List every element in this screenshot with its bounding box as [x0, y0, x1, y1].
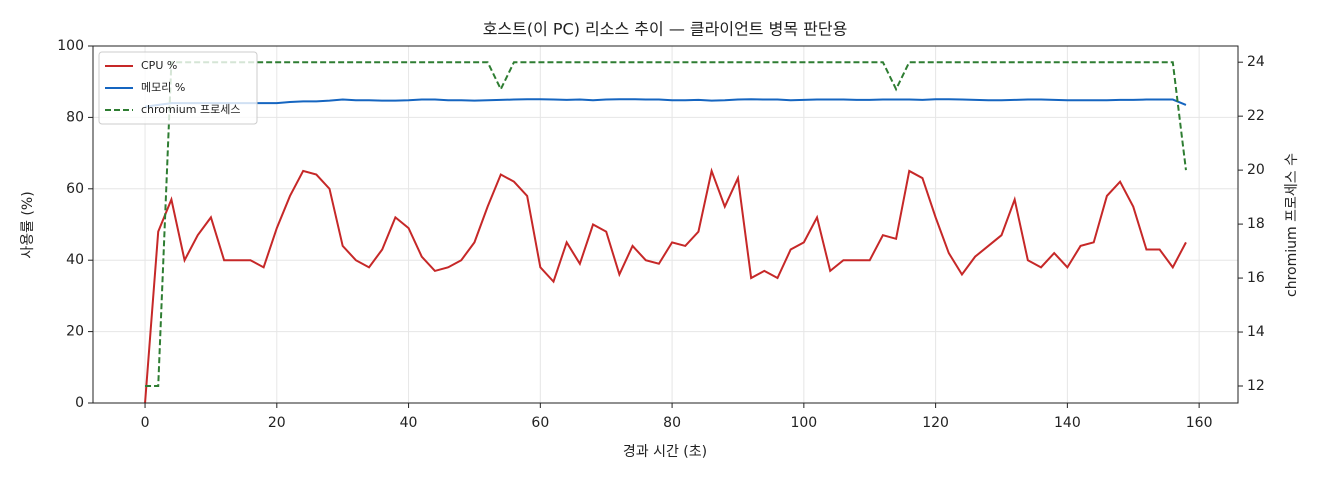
- y2-tick-label: 22: [1247, 108, 1265, 124]
- x-tick-label: 0: [141, 415, 150, 431]
- chart-title: 호스트(이 PC) 리소스 추이 — 클라이언트 병목 판단용: [483, 20, 848, 39]
- y2-tick-label: 14: [1247, 324, 1265, 340]
- legend-box: [98, 51, 258, 125]
- line-series: [144, 98, 1187, 108]
- y2-tick-label: 18: [1247, 216, 1265, 232]
- y-tick-label: 100: [57, 38, 84, 54]
- legend: CPU % 메모리 % chromium 프로세스: [98, 51, 258, 125]
- y2-axis-label: chromium 프로세스 수: [1284, 153, 1300, 297]
- line-series: [144, 167, 1187, 404]
- y-tick-label: 60: [66, 181, 84, 197]
- x-tick-label: 100: [790, 415, 817, 431]
- x-tick-label: 40: [400, 415, 418, 431]
- y-tick-label: 80: [66, 109, 84, 125]
- x-axis-label: 경과 시간 (초): [623, 444, 707, 460]
- y2-tick-label: 20: [1247, 162, 1265, 178]
- line-series: [145, 61, 1187, 387]
- x-tick-label: 60: [531, 415, 549, 431]
- plot-frame: [92, 45, 1239, 404]
- x-tick-label: 120: [922, 415, 949, 431]
- x-tick-label: 20: [268, 415, 286, 431]
- y2-tick-label: 24: [1247, 54, 1265, 70]
- y2-tick-label: 12: [1247, 378, 1265, 394]
- x-tick-label: 80: [663, 415, 681, 431]
- legend-label: 메모리 %: [141, 81, 185, 94]
- y-tick-label: 20: [66, 324, 84, 340]
- x-tick-label: 140: [1054, 415, 1081, 431]
- x-tick-label: 160: [1186, 415, 1213, 431]
- y-axis-label: 사용률 (%): [20, 191, 36, 258]
- y2-tick-label: 16: [1247, 270, 1265, 286]
- y-tick-label: 0: [75, 395, 84, 411]
- legend-label: chromium 프로세스: [141, 103, 240, 116]
- legend-label: CPU %: [141, 59, 177, 72]
- y-tick-label: 40: [66, 252, 84, 268]
